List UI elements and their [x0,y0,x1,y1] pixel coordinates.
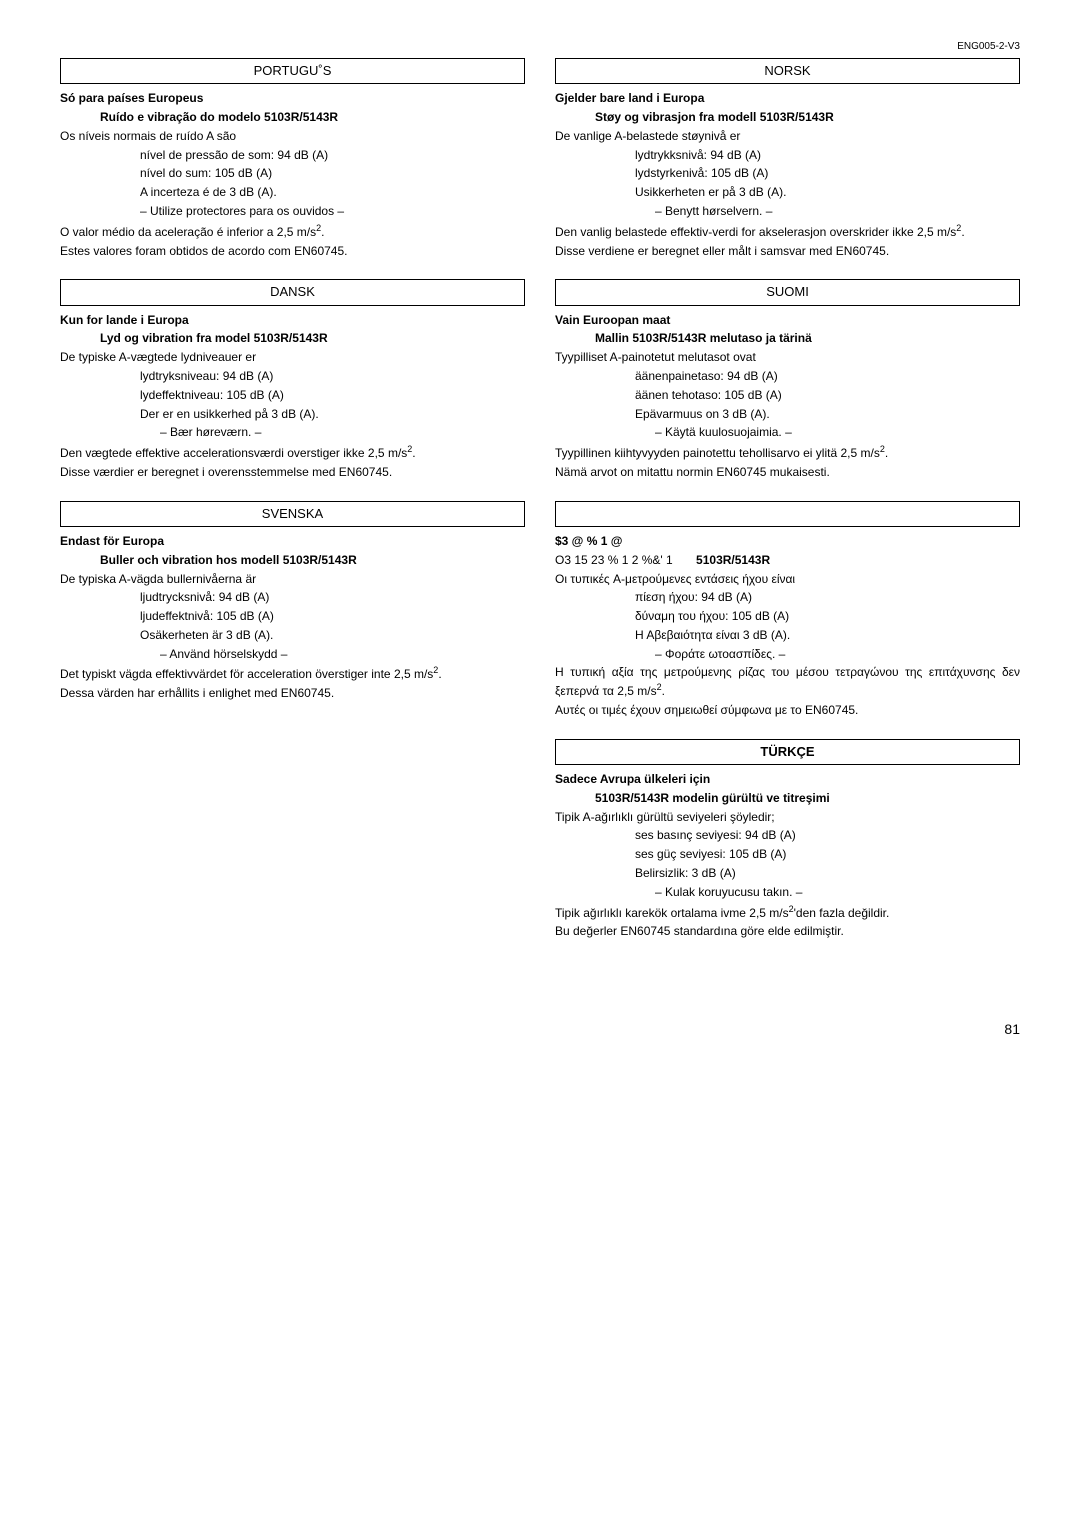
line2: ses güç seviyesi: 105 dB (A) [635,846,1020,863]
line3: Epävarmuus on 3 dB (A). [635,406,1020,423]
intro: De typiska A-vägda bullernivåerna är [60,571,525,588]
line4: – Bær høreværn. – [160,424,525,441]
line1: πίεση ήχου: 94 dB (A) [635,589,1020,606]
p2: Tyypillinen kiihtyvyyden painotettu teho… [555,443,1020,462]
lang-header: PORTUGU˚S [60,58,525,84]
p2b: . [961,225,964,239]
line1: lydtryksniveau: 94 dB (A) [140,368,525,385]
lang-header: SUOMI [555,279,1020,305]
heading-model: Støy og vibrasjon fra modell 5103R/5143R [595,109,1020,126]
intro: Tyypilliset A-painotetut melutasot ovat [555,349,1020,366]
p3: Disse verdiene er beregnet eller målt i … [555,243,1020,260]
line4: – Utilize protectores para os ouvidos – [140,203,525,220]
heading-model: Ruído e vibração do modelo 5103R/5143R [100,109,525,126]
doc-reference: ENG005-2-V3 [60,40,1020,54]
p2a: O valor médio da aceleração é inferior a… [60,225,316,239]
heading-country: Vain Euroopan maat [555,312,1020,329]
intro: Os níveis normais de ruído A são [60,128,525,145]
p2b: 'den fazla değildir. [794,906,890,920]
section-no: NORSK Gjelder bare land i Europa Støy og… [555,58,1020,259]
p3: Dessa värden har erhållits i enlighet me… [60,685,525,702]
p2: Det typiskt vägda effektivvärdet för acc… [60,664,525,683]
heading-model: Lyd og vibration fra model 5103R/5143R [100,330,525,347]
p2a: Η τυπική αξία της μετρούμενης ρίζας του … [555,665,1020,698]
p2: Tipik ağırlıklı karekök ortalama ivme 2,… [555,903,1020,922]
heading-country: Só para países Europeus [60,90,525,107]
line2: lydstyrkenivå: 105 dB (A) [635,165,1020,182]
section-se: SVENSKA Endast för Europa Buller och vib… [60,501,525,702]
p2b: . [321,225,324,239]
intro: De typiske A-vægtede lydniveauer er [60,349,525,366]
section-pt: PORTUGU˚S Só para países Europeus Ruído … [60,58,525,259]
heading-model: Mallin 5103R/5143R melutaso ja tärinä [595,330,1020,347]
line1: äänenpainetaso: 94 dB (A) [635,368,1020,385]
section-gr: $3 @ % 1 @ O3 15 23 % 1 2 %&' 1 5103R/51… [555,501,1020,719]
line2: δύναμη του ήχου: 105 dB (A) [635,608,1020,625]
p2b: . [438,667,441,681]
p3: Disse værdier er beregnet i overensstemm… [60,464,525,481]
line4: – Kulak koruyucusu takın. – [655,884,1020,901]
lang-header [555,501,1020,527]
p2b: . [885,446,888,460]
p2a: Tyypillinen kiihtyvyyden painotettu teho… [555,446,880,460]
p3: Nämä arvot on mitattu normin EN60745 muk… [555,464,1020,481]
line2: ljudeffektnivå: 105 dB (A) [140,608,525,625]
line4: – Käytä kuulosuojaimia. – [655,424,1020,441]
line2: äänen tehotaso: 105 dB (A) [635,387,1020,404]
heading-country: $3 @ % 1 @ [555,533,1020,550]
line3: Usikkerheten er på 3 dB (A). [635,184,1020,201]
intro: De vanlige A-belastede støynivå er [555,128,1020,145]
line3: Osäkerheten är 3 dB (A). [140,627,525,644]
p2: Den vægtede effektive accelerationsværdi… [60,443,525,462]
p2: Den vanlig belastede effektiv-verdi for … [555,222,1020,241]
heading-country: Kun for lande i Europa [60,312,525,329]
p2b: . [412,446,415,460]
heading-model: 5103R/5143R modelin gürültü ve titreşimi [595,790,1020,807]
section-dk: DANSK Kun for lande i Europa Lyd og vibr… [60,279,525,480]
section-fi: SUOMI Vain Euroopan maat Mallin 5103R/51… [555,279,1020,480]
p2: O valor médio da aceleração é inferior a… [60,222,525,241]
p2a: Den vægtede effektive accelerationsværdi… [60,446,407,460]
heading-country: Sadece Avrupa ülkeleri için [555,771,1020,788]
line4: – Benytt hørselvern. – [655,203,1020,220]
intro: Οι τυπικές A-μετρούμενες εντάσεις ήχου ε… [555,571,1020,588]
p2a: Det typiskt vägda effektivvärdet för acc… [60,667,433,681]
left-column: PORTUGU˚S Só para países Europeus Ruído … [60,58,525,960]
line1: nível de pressão de som: 94 dB (A) [140,147,525,164]
columns: PORTUGU˚S Só para países Europeus Ruído … [60,58,1020,960]
p2b: . [662,684,665,698]
line1: ses basınç seviyesi: 94 dB (A) [635,827,1020,844]
h2model: 5103R/5143R [696,553,770,567]
lang-header: TÜRKÇE [555,739,1020,765]
line3: Belirsizlik: 3 dB (A) [635,865,1020,882]
p2: Η τυπική αξία της μετρούμενης ρίζας του … [555,664,1020,700]
p3: Bu değerler EN60745 standardına göre eld… [555,923,1020,940]
page-number: 81 [60,1020,1020,1040]
line1: lydtrykksnivå: 94 dB (A) [635,147,1020,164]
line2: nível do sum: 105 dB (A) [140,165,525,182]
p2a: Tipik ağırlıklı karekök ortalama ivme 2,… [555,906,789,920]
line2: lydeffektniveau: 105 dB (A) [140,387,525,404]
h2pre: O3 15 23 % 1 2 %&' 1 [555,553,673,567]
p3: Αυτές οι τιμές έχουν σημειωθεί σύμφωνα μ… [555,702,1020,719]
heading-model: O3 15 23 % 1 2 %&' 1 5103R/5143R [555,552,1020,569]
right-column: NORSK Gjelder bare land i Europa Støy og… [555,58,1020,960]
lang-header: DANSK [60,279,525,305]
line4: – Φοράτε ωτοασπίδες. – [655,646,1020,663]
line3: Der er en usikkerhed på 3 dB (A). [140,406,525,423]
line1: ljudtrycksnivå: 94 dB (A) [140,589,525,606]
heading-country: Endast för Europa [60,533,525,550]
p2a: Den vanlig belastede effektiv-verdi for … [555,225,956,239]
line3: A incerteza é de 3 dB (A). [140,184,525,201]
lang-header: NORSK [555,58,1020,84]
intro: Tipik A-ağırlıklı gürültü seviyeleri şöy… [555,809,1020,826]
p3: Estes valores foram obtidos de acordo co… [60,243,525,260]
line3: Η Αβεβαιότητα είναι 3 dB (A). [635,627,1020,644]
section-tr: TÜRKÇE Sadece Avrupa ülkeleri için 5103R… [555,739,1020,940]
lang-header: SVENSKA [60,501,525,527]
heading-model: Buller och vibration hos modell 5103R/51… [100,552,525,569]
line4: – Använd hörselskydd – [160,646,525,663]
heading-country: Gjelder bare land i Europa [555,90,1020,107]
